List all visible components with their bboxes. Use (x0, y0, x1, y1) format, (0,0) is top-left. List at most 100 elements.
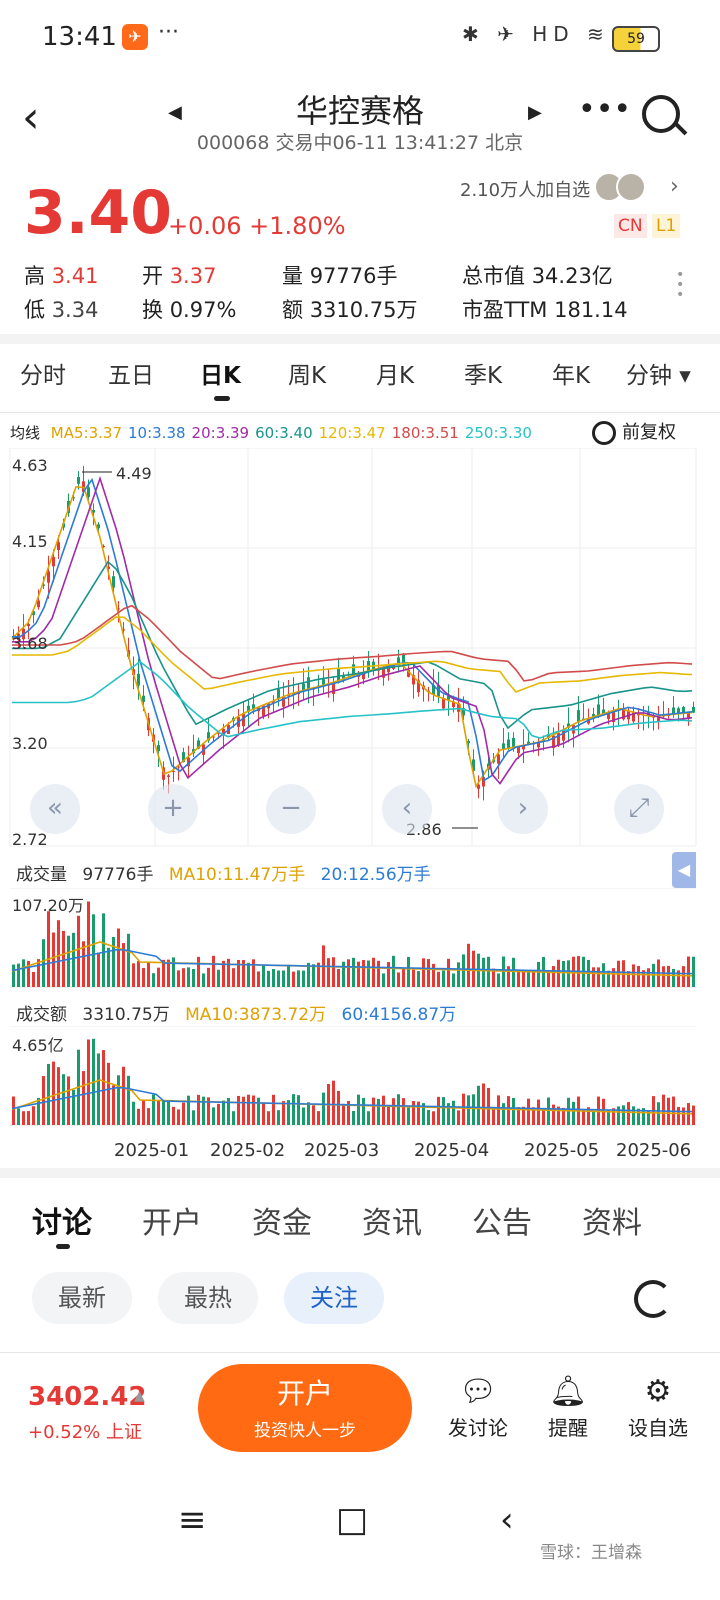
tab-news[interactable]: 资讯 (362, 1206, 422, 1241)
volume-bar (22, 959, 25, 987)
candle-body (182, 752, 185, 763)
volume-bar (32, 971, 35, 987)
more-icon[interactable]: ••• (578, 92, 632, 127)
amount-bar (442, 1097, 445, 1125)
next-stock-button[interactable]: ▶ (528, 102, 542, 123)
amount-bar (157, 1100, 160, 1125)
zoom-in-button[interactable]: + (148, 784, 198, 834)
tab-capital[interactable]: 资金 (252, 1206, 312, 1241)
battery-icon: 59 (612, 26, 660, 52)
tab-quarterly-k[interactable]: 季K (464, 363, 503, 389)
expand-stats-icon[interactable]: • • • (676, 267, 685, 303)
tab-intraday[interactable]: 分时 (20, 363, 66, 389)
amount-bar (457, 1110, 460, 1125)
volume-bar (682, 966, 685, 987)
tab-five-day[interactable]: 五日 (108, 363, 154, 389)
amount-bar (237, 1095, 240, 1125)
tab-profile[interactable]: 资料 (582, 1206, 642, 1241)
index-value[interactable]: 3402.42 (28, 1382, 147, 1412)
amount-bar (632, 1106, 635, 1125)
volume-bar (507, 966, 510, 987)
volume-bar (152, 973, 155, 987)
watermark: 雪球：王增森 (540, 1543, 642, 1563)
price-adjust-button[interactable]: 前复权 (592, 418, 676, 445)
filter-following[interactable]: 关注 (284, 1272, 384, 1324)
divider (0, 334, 720, 344)
amount-bar (297, 1095, 300, 1125)
candle-body (512, 737, 515, 748)
status-time: 13:41 (42, 22, 117, 52)
volume-bar (352, 957, 355, 987)
back-button[interactable]: ‹ (22, 92, 40, 143)
home-nav-icon[interactable]: □ (336, 1500, 369, 1540)
fullscreen-button[interactable]: ⤢ (614, 784, 664, 834)
back-nav-icon[interactable]: ‹ (500, 1500, 514, 1540)
search-icon[interactable] (642, 95, 680, 133)
collapse-panel-icon[interactable]: ◀ (672, 852, 696, 888)
scroll-right-button[interactable]: › (498, 784, 548, 834)
follower-avatars[interactable] (594, 172, 646, 206)
amount-bar (587, 1107, 590, 1125)
chevron-right-icon[interactable]: › (670, 174, 679, 199)
ma-line (12, 616, 693, 693)
amount-bar (172, 1106, 175, 1125)
bell-icon: 🔔︎ (548, 1374, 588, 1409)
tab-discussion[interactable]: 讨论 (32, 1206, 92, 1241)
volume-bar (552, 966, 555, 987)
tab-daily-k[interactable]: 日K (200, 363, 241, 389)
amount-bar (257, 1097, 260, 1125)
watchlist-gear-icon: ⚙ (644, 1374, 672, 1409)
volume-bar (92, 914, 95, 987)
scroll-left-button[interactable]: ‹ (382, 784, 432, 834)
amount-bar (437, 1096, 440, 1125)
candle-body (672, 707, 675, 715)
candlestick-chart[interactable] (0, 448, 720, 848)
tab-minute[interactable]: 分钟 ▾ (626, 363, 691, 389)
follower-count[interactable]: 2.10万人加自选 (460, 180, 591, 201)
candle-body (567, 723, 570, 728)
tab-weekly-k[interactable]: 周K (288, 363, 327, 389)
volume-bar (292, 971, 295, 987)
candle-body (87, 487, 90, 497)
prev-stock-button[interactable]: ◀ (168, 102, 182, 123)
amount-chart[interactable] (0, 1026, 720, 1136)
filter-hot[interactable]: 最热 (158, 1272, 258, 1324)
divider (0, 1352, 720, 1353)
candle-body (507, 739, 510, 749)
candle-body (252, 704, 255, 710)
price-adjust-label: 前复权 (622, 422, 676, 443)
open-account-button[interactable]: 开户 投资快人一步 (198, 1364, 412, 1452)
filter-latest[interactable]: 最新 (32, 1272, 132, 1324)
amount-bar (367, 1111, 370, 1125)
rewind-button[interactable]: « (30, 784, 80, 834)
tab-open-account[interactable]: 开户 (142, 1206, 202, 1241)
amount-bar (477, 1085, 480, 1125)
amount-bar (102, 1050, 105, 1125)
amount-bar (307, 1102, 310, 1125)
ma-item: 250:3.30 (464, 424, 532, 442)
post-discussion-button[interactable]: 💬︎ 发讨论 (438, 1372, 518, 1441)
candle-body (92, 510, 95, 513)
candle-body (217, 732, 220, 734)
candle-body (482, 777, 485, 787)
tab-monthly-k[interactable]: 月K (376, 363, 415, 389)
candle-body (442, 698, 445, 709)
amount-bar (547, 1097, 550, 1125)
alert-button[interactable]: 🔔︎ 提醒 (528, 1372, 608, 1441)
amount-bar (52, 1061, 55, 1125)
open-account-sublabel: 投资快人一步 (254, 1421, 356, 1441)
refresh-icon[interactable] (634, 1280, 672, 1318)
tab-announcements[interactable]: 公告 (472, 1206, 532, 1241)
volume-chart[interactable] (0, 888, 720, 988)
menu-nav-icon[interactable]: ≡ (178, 1500, 207, 1540)
candle-body (167, 775, 170, 777)
candle-body (547, 734, 550, 739)
volume-bar (367, 960, 370, 987)
candle-body (462, 708, 465, 716)
candle-body (107, 566, 110, 569)
amount-bar (377, 1098, 380, 1125)
tab-yearly-k[interactable]: 年K (552, 363, 591, 389)
zoom-out-button[interactable]: − (266, 784, 316, 834)
amount-bar (517, 1107, 520, 1125)
add-watchlist-button[interactable]: ⚙ 设自选 (618, 1372, 698, 1441)
